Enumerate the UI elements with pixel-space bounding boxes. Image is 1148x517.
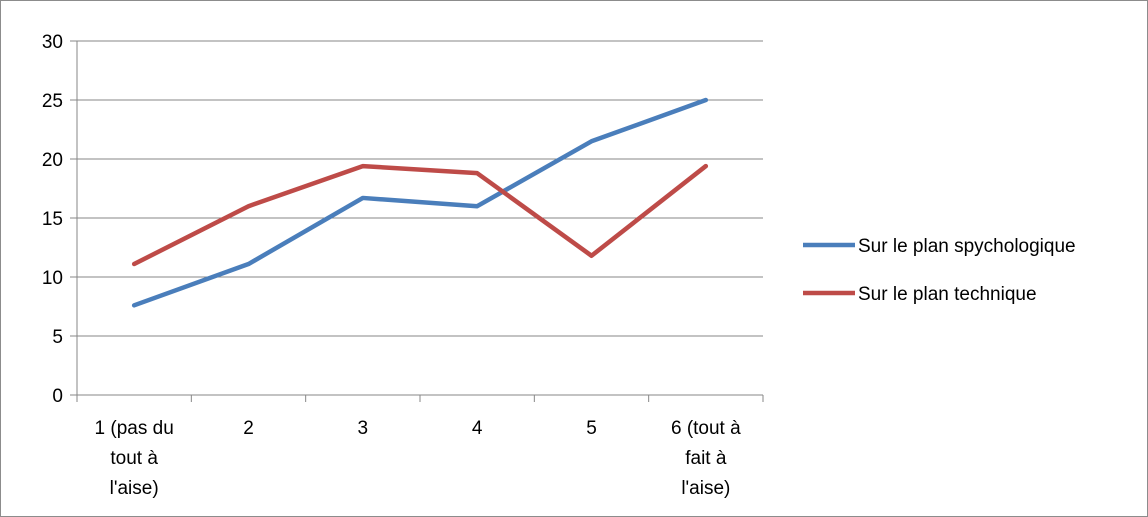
series-line-2 <box>131 163 709 267</box>
gridlines <box>77 40 763 337</box>
legend-label: Sur le plan spychologique <box>858 236 1076 257</box>
x-tick-label: 6 (tout à fait à l'aise) <box>671 418 741 499</box>
x-tick-label: 1 (pas du tout à l'aise) <box>95 418 174 499</box>
legend-label: Sur le plan technique <box>858 284 1037 305</box>
y-tick-label: 20 <box>42 150 63 171</box>
y-tick-label: 0 <box>52 386 63 407</box>
axes: 0 5 10 15 20 25 30 1 (pas du tout à l'aise) 2 3 4 5 6 … <box>42 32 764 499</box>
y-tick-label: 30 <box>42 32 63 53</box>
x-tick-label: 2 <box>243 418 254 439</box>
x-tick-label: 5 <box>586 418 597 439</box>
x-tick-label-line: 4 <box>472 418 483 439</box>
x-tick-label: 4 <box>472 418 483 439</box>
x-tick-label-line: l'aise) <box>110 478 159 499</box>
x-tick-label-line: l'aise) <box>681 478 730 499</box>
x-tick-label-line: 1 (pas du <box>95 418 174 439</box>
y-tick-label: 10 <box>42 268 63 289</box>
x-tick-label-line: fait à <box>685 448 727 469</box>
series-lines <box>131 97 709 308</box>
series-line-1 <box>131 97 709 308</box>
legend: Sur le plan spychologique Sur le plan tec… <box>803 236 1076 305</box>
x-tick-label-line: 5 <box>586 418 597 439</box>
x-tick-label-line: 3 <box>358 418 369 439</box>
x-tick-label-line: 6 (tout à <box>671 418 741 439</box>
y-tick-label: 15 <box>42 209 63 230</box>
y-tick-label: 25 <box>42 91 63 112</box>
x-tick-label-line: 2 <box>243 418 254 439</box>
y-tick-label: 5 <box>52 327 63 348</box>
x-tick-label: 3 <box>358 418 369 439</box>
x-tick-label-line: tout à <box>110 448 158 469</box>
